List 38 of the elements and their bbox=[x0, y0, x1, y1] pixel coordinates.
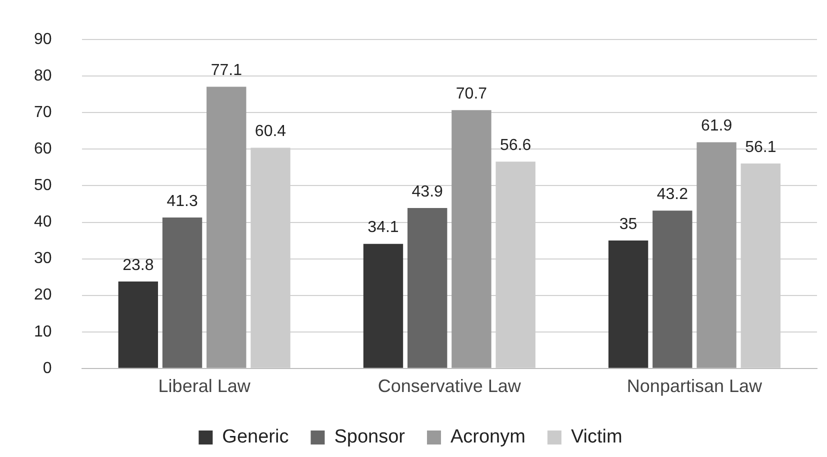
y-tick-label: 0 bbox=[42, 360, 52, 377]
bar bbox=[206, 86, 246, 368]
data-label: 35 bbox=[619, 216, 638, 233]
data-label: 43.9 bbox=[412, 183, 444, 200]
data-label: 43.2 bbox=[656, 186, 688, 203]
legend-label: Victim bbox=[570, 426, 622, 448]
x-tick-label: Nonpartisan Law bbox=[626, 376, 763, 396]
data-label: 70.7 bbox=[456, 86, 488, 103]
y-tick-label: 40 bbox=[34, 214, 52, 231]
bar bbox=[407, 208, 448, 368]
data-label: 23.8 bbox=[122, 256, 154, 274]
data-label: 56.1 bbox=[745, 138, 776, 156]
legend-label: Sponsor bbox=[334, 426, 406, 448]
y-tick-label: 80 bbox=[34, 68, 52, 85]
y-tick-label: 50 bbox=[34, 177, 52, 194]
bar bbox=[608, 240, 648, 368]
bar bbox=[118, 281, 158, 368]
data-label: 34.1 bbox=[368, 219, 399, 236]
bar bbox=[363, 244, 404, 368]
x-tick-label: Liberal Law bbox=[158, 376, 252, 396]
bar bbox=[452, 110, 492, 368]
y-tick-label: 90 bbox=[34, 31, 52, 48]
legend-label: Acronym bbox=[450, 426, 526, 448]
data-label: 61.9 bbox=[700, 118, 732, 135]
y-tick-label: 60 bbox=[34, 140, 52, 158]
y-tick-label: 10 bbox=[34, 323, 52, 340]
y-tick-label: 20 bbox=[34, 286, 52, 304]
data-label: 60.4 bbox=[254, 123, 286, 140]
legend-label: Generic bbox=[222, 426, 289, 448]
bar bbox=[652, 210, 692, 368]
y-tick-label: 70 bbox=[34, 104, 52, 122]
x-tick-label: Conservative Law bbox=[378, 376, 522, 396]
data-label: 77.1 bbox=[210, 62, 242, 80]
bar bbox=[162, 218, 202, 368]
y-tick-label: 30 bbox=[34, 250, 52, 268]
data-label: 41.3 bbox=[166, 192, 198, 210]
data-label: 56.6 bbox=[500, 137, 532, 154]
bar bbox=[696, 142, 736, 368]
